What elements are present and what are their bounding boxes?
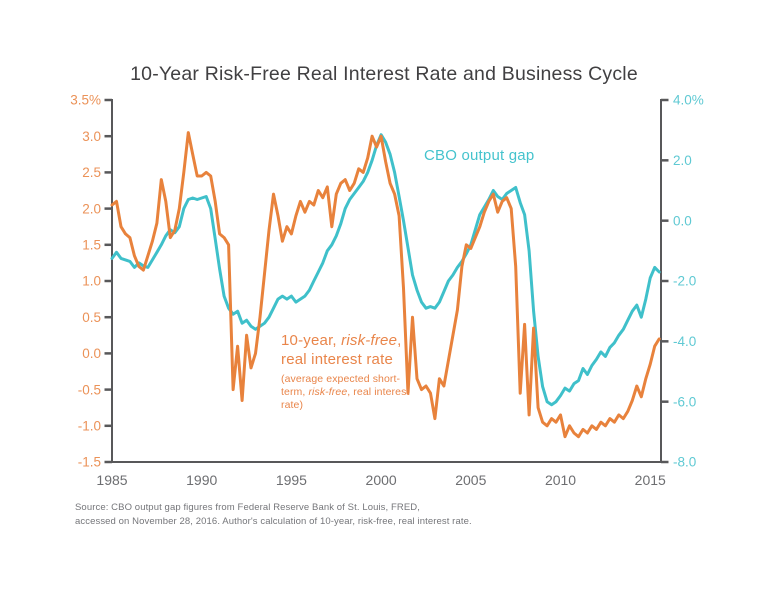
rate-annotation: 10-year, risk-free, real interest rate (…	[281, 331, 413, 412]
x-axis-tick-label: 2010	[545, 472, 576, 488]
cbo-output-gap-label: CBO output gap	[424, 147, 535, 164]
rate-annotation-parenthetical: (average expected short-term, risk-free,…	[281, 373, 413, 412]
series-line-10-year-rate	[110, 131, 661, 439]
right-axis-tick-label: -6.0	[673, 394, 696, 409]
right-axis-tick-label: -8.0	[673, 455, 696, 470]
rate-annotation-line1-post: ,	[397, 332, 402, 349]
right-axis-tick-label: 2.0	[673, 153, 692, 168]
rate-annotation-main: 10-year, risk-free, real interest rate	[281, 331, 413, 369]
rate-annotation-line1-pre: 10-year,	[281, 332, 342, 349]
chart-title: 10-Year Risk-Free Real Interest Rate and…	[130, 63, 638, 85]
x-axis: 1985 1990 1995 2000 2005 2010 2015	[96, 472, 666, 488]
left-axis-tick-label: -1.5	[78, 455, 101, 470]
left-axis-tick-label: 2.0	[82, 201, 101, 216]
left-axis-tick-label: 1.5	[82, 238, 101, 253]
right-axis-tick-label: 0.0	[673, 213, 692, 228]
rate-annotation-line2: real interest rate	[281, 351, 393, 368]
source-note: Source: CBO output gap figures from Fede…	[75, 501, 472, 528]
left-axis-tick-label: 3.0	[82, 129, 101, 144]
left-axis-tick-label: 0.0	[82, 346, 101, 361]
left-axis: 3.5% 3.0 2.5 2.0 1.5 1.0 0.5 0.0 -0.5 -1.0 -1.5	[70, 93, 112, 470]
source-note-line1: Source: CBO output gap figures from Fede…	[75, 502, 421, 513]
series-line-cbo-output-gap	[110, 133, 661, 407]
right-axis: 4.0% 2.0 0.0 -2.0 -4.0 -6.0 -8.0	[661, 93, 704, 470]
x-axis-tick-label: 2015	[635, 472, 666, 488]
rate-annotation-paren-italic: risk-free	[308, 386, 348, 398]
rate-annotation-line1-italic: risk-free	[341, 332, 398, 349]
right-axis-tick-label: -2.0	[673, 274, 696, 289]
x-axis-tick-label: 1985	[96, 472, 127, 488]
left-axis-tick-label: 1.0	[82, 274, 101, 289]
right-axis-tick-label: 4.0%	[673, 93, 704, 108]
x-axis-tick-label: 2005	[455, 472, 486, 488]
x-axis-tick-label: 1990	[186, 472, 217, 488]
source-note-line2: accessed on November 28, 2016. Author's …	[75, 515, 472, 527]
left-axis-tick-label: 0.5	[82, 310, 101, 325]
left-axis-tick-label: -0.5	[78, 382, 101, 397]
right-axis-tick-label: -4.0	[673, 334, 696, 349]
left-axis-tick-label: 3.5%	[70, 93, 101, 108]
x-axis-tick-label: 1995	[276, 472, 307, 488]
left-axis-tick-label: 2.5	[82, 165, 101, 180]
left-axis-tick-label: -1.0	[78, 419, 101, 434]
x-axis-tick-label: 2000	[366, 472, 397, 488]
cbo-output-gap-annotation: CBO output gap	[424, 147, 534, 164]
rate-annotation-paren-post: , real interest rate)	[281, 386, 410, 411]
rate-annotation-paren-pre: (average expected short-term,	[281, 373, 401, 398]
